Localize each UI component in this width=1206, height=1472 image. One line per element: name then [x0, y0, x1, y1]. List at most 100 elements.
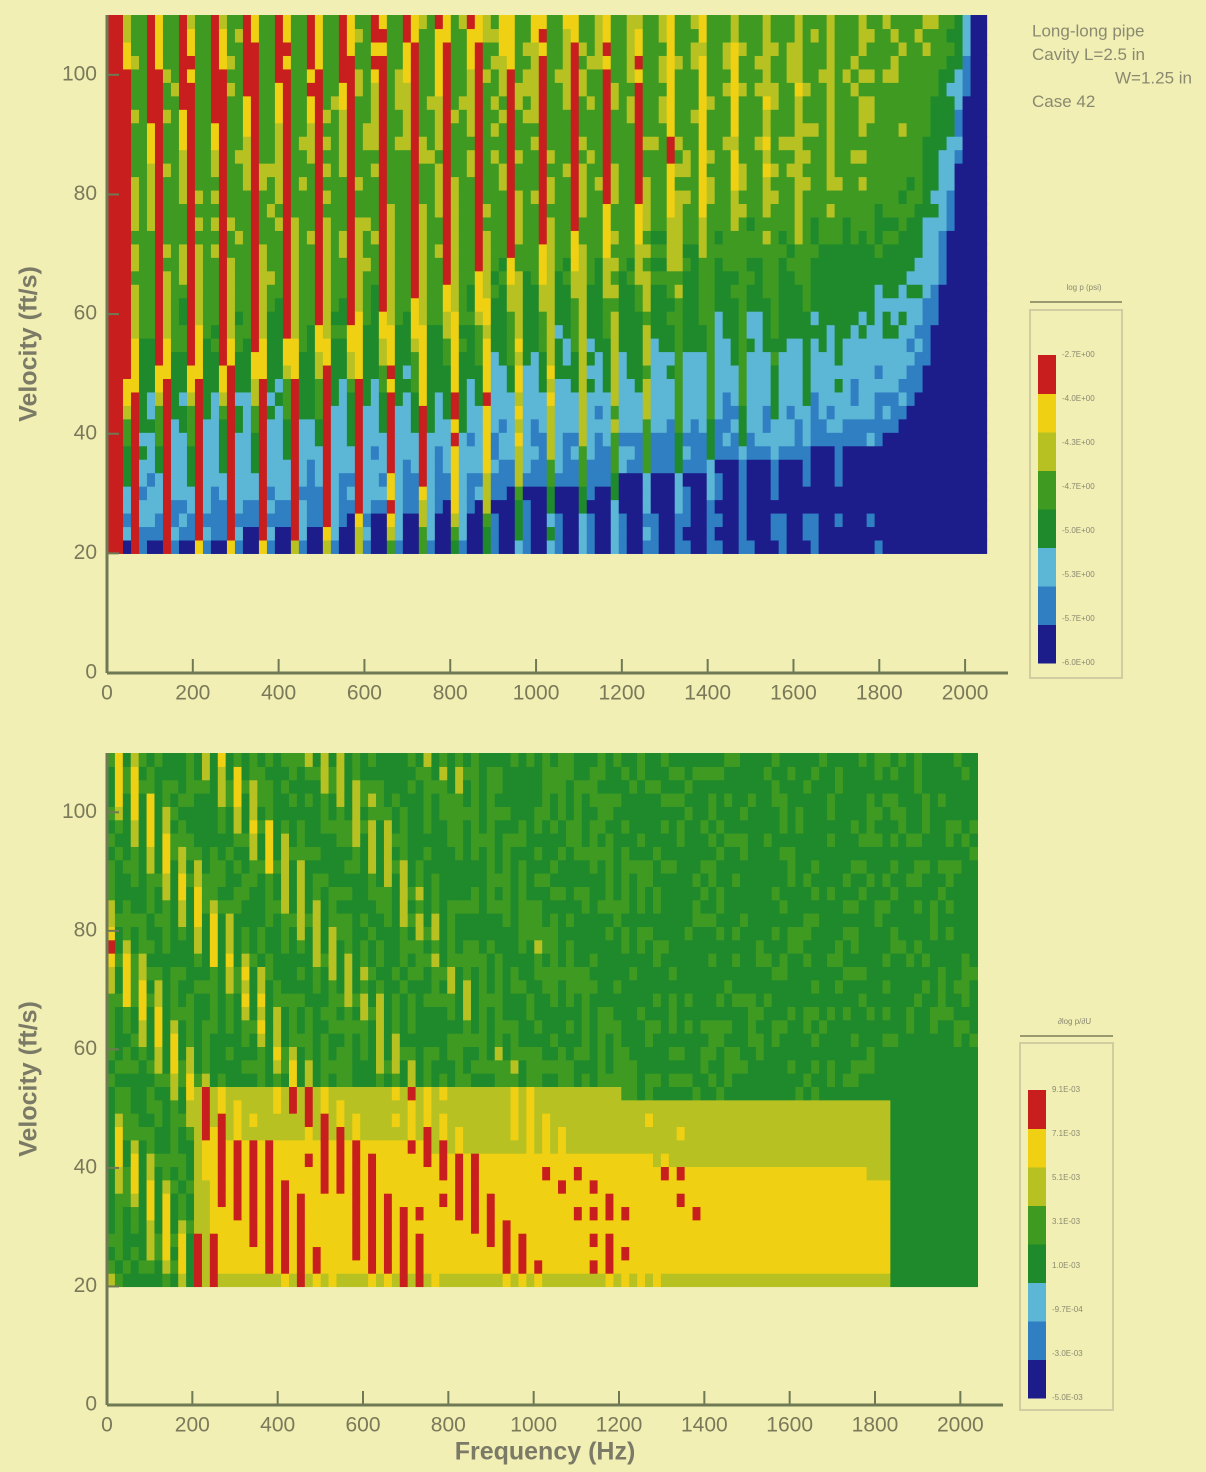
heatmap-cell	[514, 41, 524, 56]
heatmap-cell	[554, 176, 564, 191]
heatmap-cell	[250, 68, 260, 83]
heatmap-cell	[146, 1166, 156, 1181]
heatmap-cell	[450, 311, 460, 326]
heatmap-cell	[522, 149, 532, 164]
heatmap-cell	[858, 364, 868, 379]
heatmap-cell	[386, 432, 396, 447]
heatmap-cell	[242, 203, 252, 218]
heatmap-cell	[746, 230, 756, 245]
heatmap-cell	[746, 405, 756, 420]
heatmap-cell	[226, 95, 236, 110]
heatmap-cell	[314, 55, 324, 70]
heatmap-cell	[530, 472, 540, 487]
heatmap-cell	[874, 230, 884, 245]
heatmap-cell	[546, 149, 556, 164]
heatmap-cell	[282, 499, 292, 514]
heatmap-cell	[322, 405, 332, 420]
heatmap-cell	[162, 95, 172, 110]
heatmap-cell	[266, 203, 276, 218]
heatmap-cell	[130, 1153, 140, 1168]
heatmap-cell	[122, 899, 132, 914]
heatmap-cell	[362, 136, 372, 151]
heatmap-cell	[114, 82, 124, 97]
heatmap-cell	[442, 68, 452, 83]
heatmap-cell	[170, 243, 180, 258]
heatmap-cell	[874, 432, 884, 447]
heatmap-cell	[562, 68, 572, 83]
heatmap-cell	[802, 149, 812, 164]
heatmap-cell	[834, 230, 844, 245]
heatmap-cell	[314, 486, 324, 501]
heatmap-cell	[130, 1233, 140, 1248]
heatmap-cell	[482, 68, 492, 83]
heatmap-cell	[114, 459, 124, 474]
heatmap-cell	[826, 324, 836, 339]
heatmap-cell	[594, 243, 604, 258]
heatmap-cell	[554, 270, 564, 285]
heatmap-cell	[682, 499, 692, 514]
heatmap-cell	[538, 486, 548, 501]
heatmap-cell	[114, 15, 124, 30]
heatmap-cell	[122, 459, 132, 474]
heatmap-cell	[962, 297, 972, 312]
heatmap-cell	[402, 472, 412, 487]
heatmap-cell	[482, 472, 492, 487]
heatmap-cell	[754, 203, 764, 218]
heatmap-cell	[226, 28, 236, 43]
heatmap-cell	[122, 472, 132, 487]
heatmap-cell	[258, 163, 268, 178]
heatmap-cell	[466, 418, 476, 433]
heatmap-cell	[242, 243, 252, 258]
heatmap-cell	[642, 391, 652, 406]
heatmap-cell	[490, 136, 500, 151]
heatmap-cell	[250, 28, 260, 43]
heatmap-cell	[210, 41, 220, 56]
heatmap-cell	[858, 526, 868, 541]
heatmap-cell	[786, 472, 796, 487]
heatmap-cell	[162, 1113, 171, 1128]
heatmap-cell	[474, 136, 484, 151]
heatmap-cell	[338, 512, 348, 528]
heatmap-cell	[418, 176, 428, 191]
heatmap-cell	[882, 445, 892, 460]
heatmap-cell	[122, 55, 132, 70]
heatmap-cell	[250, 512, 260, 528]
heatmap-cell	[186, 819, 195, 834]
heatmap-cell	[426, 68, 436, 83]
heatmap-cell	[107, 338, 116, 353]
heatmap-cell	[298, 472, 308, 487]
heatmap-cell	[746, 109, 756, 124]
heatmap-cell	[482, 284, 492, 299]
heatmap-cell	[922, 230, 932, 245]
heatmap-cell	[466, 526, 476, 541]
heatmap-cell	[874, 55, 884, 70]
heatmap-cell	[170, 819, 179, 834]
heatmap-cell	[498, 55, 508, 70]
heatmap-cell	[842, 364, 852, 379]
heatmap-cell	[186, 499, 196, 514]
heatmap-cell	[914, 136, 924, 151]
heatmap-cell	[858, 459, 868, 474]
heatmap-cell	[322, 418, 332, 433]
heatmap-cell	[634, 512, 644, 528]
heatmap-cell	[378, 297, 388, 312]
heatmap-cell	[906, 324, 916, 339]
heatmap-cell	[402, 28, 412, 43]
heatmap-cell	[258, 499, 268, 514]
heatmap-cell	[858, 472, 868, 487]
heatmap-cell	[394, 526, 404, 541]
heatmap-cell	[154, 68, 164, 83]
heatmap-cell	[586, 122, 596, 137]
heatmap-cell	[386, 28, 396, 43]
heatmap-cell	[201, 873, 211, 887]
heatmap-cell	[650, 284, 660, 299]
heatmap-cell	[642, 432, 652, 447]
heatmap-cell	[402, 364, 412, 379]
heatmap-cell	[666, 364, 676, 379]
heatmap-cell	[698, 216, 708, 231]
heatmap-cell	[410, 311, 420, 326]
heatmap-cell	[114, 149, 124, 164]
heatmap-cell	[322, 472, 332, 487]
heatmap-cell	[290, 338, 300, 353]
heatmap-cell	[530, 82, 540, 97]
